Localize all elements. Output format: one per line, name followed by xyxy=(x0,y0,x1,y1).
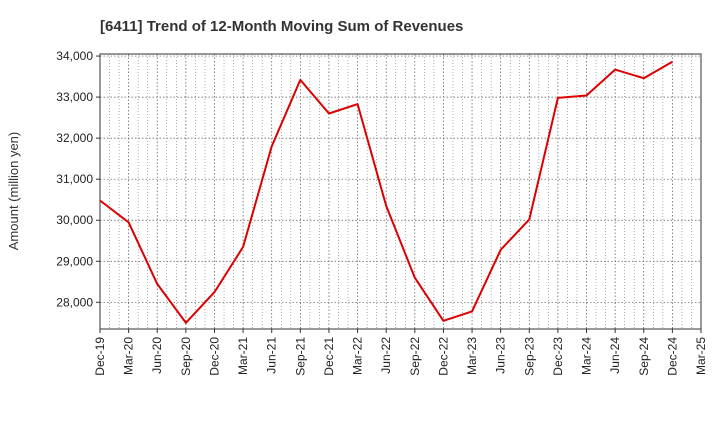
y-tick-label: 29,000 xyxy=(56,254,93,268)
y-tick-label: 30,000 xyxy=(56,213,93,227)
x-tick-label: Dec-24 xyxy=(665,337,679,376)
grid-lines xyxy=(100,54,701,329)
x-tick-label: Dec-23 xyxy=(551,337,565,376)
x-tick-label: Jun-24 xyxy=(608,337,622,374)
y-tick-label: 32,000 xyxy=(56,131,93,145)
series-line xyxy=(99,60,673,324)
x-tick-label: Mar-25 xyxy=(694,337,708,375)
y-tick-label: 34,000 xyxy=(56,49,93,63)
x-tick-label: Mar-20 xyxy=(122,337,136,375)
plot-frame xyxy=(99,53,702,330)
x-tick-label: Mar-22 xyxy=(351,337,365,375)
x-axis-ticks: Dec-19 Mar-20 Jun-20 Sep-20 Dec-20 Mar-21 Jun-… xyxy=(93,329,708,376)
x-tick-label: Sep-22 xyxy=(408,337,422,376)
x-tick-label: Mar-21 xyxy=(236,337,250,375)
x-tick-label: Mar-23 xyxy=(465,337,479,375)
x-tick-label: Jun-21 xyxy=(265,337,279,374)
x-tick-label: Dec-21 xyxy=(322,337,336,376)
x-tick-label: Jun-20 xyxy=(150,337,164,374)
x-tick-label: Dec-19 xyxy=(93,337,107,376)
y-axis-ticks: 28,000 29,000 30,000 31,000 32,000 33,000 34,0… xyxy=(56,49,100,309)
chart-title: [6411] Trend of 12-Month Moving Sum of R… xyxy=(100,18,463,35)
x-tick-label: Sep-20 xyxy=(179,337,193,376)
x-tick-label: Mar-24 xyxy=(580,337,594,375)
x-tick-label: Sep-24 xyxy=(637,337,651,376)
x-tick-label: Sep-23 xyxy=(522,337,536,376)
x-tick-label: Dec-20 xyxy=(207,337,221,376)
x-tick-label: Jun-23 xyxy=(494,337,508,374)
y-tick-label: 28,000 xyxy=(56,295,93,309)
y-tick-label: 31,000 xyxy=(56,172,93,186)
y-axis-label: Amount (million yen) xyxy=(6,132,21,251)
x-tick-label: Jun-22 xyxy=(379,337,393,374)
x-tick-label: Sep-21 xyxy=(293,337,307,376)
x-tick-label: Dec-22 xyxy=(436,337,450,376)
series-group xyxy=(99,60,673,324)
y-tick-label: 33,000 xyxy=(56,90,93,104)
